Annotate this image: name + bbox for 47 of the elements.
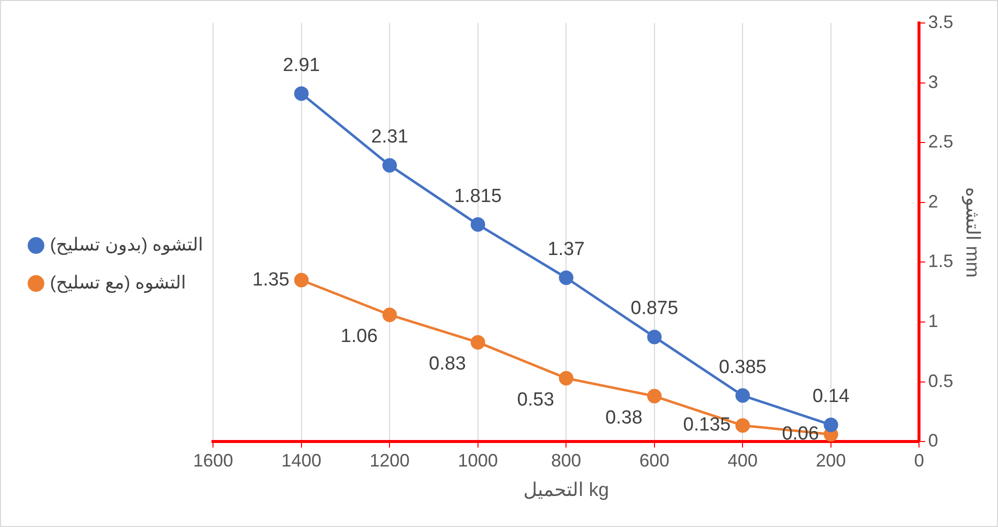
point (735, 418, 750, 433)
data-label: 0.38 (605, 407, 642, 428)
y-tick-label: 1 (928, 310, 938, 331)
data-label: 0.14 (812, 386, 850, 408)
x-axis-title: التحميل kg (523, 480, 609, 501)
x-tick-label: 800 (551, 450, 582, 470)
data-label: 2.91 (282, 54, 320, 76)
x-tick-label: 600 (639, 450, 670, 470)
legend-label: التشوه (بدون تسليح) (50, 234, 204, 256)
x-tick-label: 1400 (281, 450, 322, 470)
point (735, 388, 750, 403)
y-tick-label: 1.5 (928, 251, 954, 272)
data-label: 1.06 (340, 326, 378, 348)
point (647, 330, 662, 344)
point (647, 388, 662, 404)
data-label: 0.385 (718, 356, 766, 378)
point (382, 158, 397, 173)
point (558, 270, 574, 285)
point (558, 370, 574, 386)
y-tick-label: 0.5 (928, 370, 954, 391)
data-label: 2.31 (371, 126, 408, 148)
point (382, 308, 397, 322)
point (824, 418, 838, 432)
x-tick-label: 0 (914, 450, 924, 470)
point (294, 272, 309, 288)
data-label: 1.35 (252, 269, 290, 290)
data-label: 1.815 (454, 186, 502, 207)
data-label: 0.135 (683, 414, 731, 436)
point (470, 217, 486, 232)
x-tick-label: 1200 (370, 450, 410, 470)
y-tick-label: 0 (928, 430, 938, 451)
y-tick-label: 2 (928, 191, 938, 212)
y-tick-label: 2.5 (928, 132, 954, 152)
y-axis-title: التشوه mm (961, 187, 982, 278)
data-label: 0.53 (517, 389, 554, 410)
point (294, 86, 309, 101)
y-tick-label: 3.5 (928, 12, 954, 32)
x-tick-label: 1600 (193, 450, 234, 470)
point (470, 335, 486, 350)
y-tick-label: 3 (928, 72, 938, 92)
data-label: 0.83 (428, 354, 466, 375)
x-tick-label: 1000 (458, 450, 498, 470)
x-tick-label: 200 (816, 450, 846, 470)
data-label: 1.37 (548, 238, 585, 260)
x-tick-label: 400 (728, 450, 758, 470)
legend-label: التشوه (مع تسليح) (50, 272, 186, 294)
data-label: 0.875 (630, 298, 678, 320)
